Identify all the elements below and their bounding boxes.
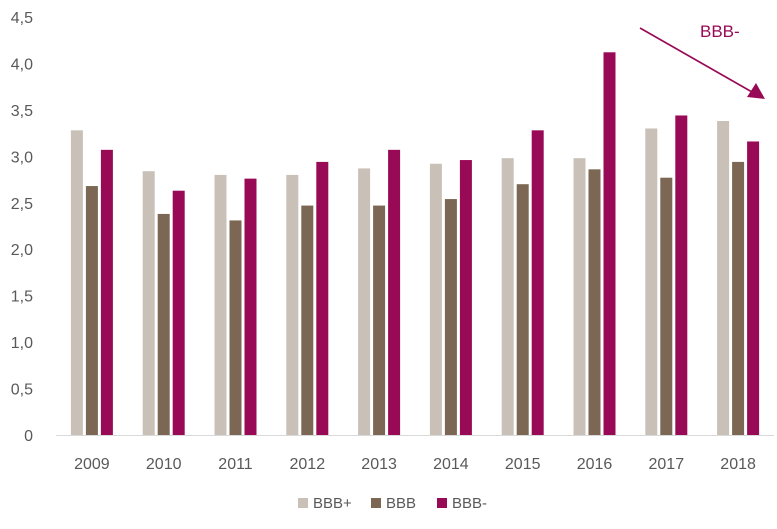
y-tick-label: 1,5 (11, 289, 33, 306)
bar-bbb-minus-2010 (172, 190, 185, 435)
legend-label: BBB- (452, 495, 487, 512)
bar-bbb-minus-2012 (316, 161, 329, 435)
bar-bbb-plus-2013 (358, 168, 371, 436)
annotation-arrow-line (639, 27, 753, 93)
legend-swatch (298, 498, 308, 508)
x-tick-label: 2015 (505, 456, 541, 473)
x-tick-label: 2017 (649, 456, 685, 473)
x-tick-label: 2010 (146, 456, 182, 473)
y-tick-label: 3,5 (11, 103, 33, 120)
bar-bbb-minus-2016 (603, 52, 616, 435)
legend: BBB+ BBB BBB- (298, 495, 487, 512)
bar-bbb-2016 (588, 169, 601, 436)
y-tick-label: 2,0 (11, 242, 33, 259)
bar-bbb-2010 (157, 213, 170, 435)
x-tick-label: 2013 (361, 456, 397, 473)
bar-bbb-minus-2013 (388, 149, 401, 435)
bar-bbb-plus-2010 (142, 171, 155, 435)
bars (70, 52, 760, 436)
bar-bbb-2018 (732, 161, 745, 435)
bar-bbb-2009 (85, 186, 98, 435)
bar-bbb-minus-2009 (100, 149, 113, 435)
x-tick-label: 2016 (577, 456, 613, 473)
bar-bbb-plus-2014 (429, 163, 442, 435)
y-tick-label: 0 (24, 428, 33, 445)
bar-bbb-2013 (373, 205, 386, 435)
y-tick-label: 4,5 (11, 10, 33, 27)
legend-label: BBB (386, 495, 416, 512)
annotation: BBB- (639, 22, 765, 99)
y-tick-label: 2,5 (11, 196, 33, 213)
y-tick-label: 3,0 (11, 149, 33, 166)
x-tick-label: 2011 (218, 456, 253, 473)
x-tick-label: 2014 (433, 456, 469, 473)
bar-bbb-2014 (444, 199, 457, 435)
bar-bbb-plus-2015 (501, 158, 514, 436)
x-tick-label: 2018 (720, 456, 756, 473)
bar-bbb-plus-2017 (645, 128, 658, 435)
x-tick-label: 2012 (290, 456, 326, 473)
bar-bbb-minus-2011 (244, 178, 257, 436)
bar-bbb-2015 (516, 184, 529, 435)
bar-bbb-minus-2018 (747, 141, 760, 435)
bar-bbb-minus-2015 (531, 130, 544, 435)
bar-bbb-minus-2014 (459, 160, 472, 435)
y-tick-label: 0,5 (11, 382, 33, 399)
y-tick-label: 4,0 (11, 56, 33, 73)
annotation-label: BBB- (700, 22, 740, 41)
y-axis-labels: 0 0,5 1,0 1,5 2,0 2,5 3,0 3,5 4,0 4,5 (11, 10, 33, 445)
legend-label: BBB+ (313, 495, 352, 512)
bar-bbb-plus-2018 (717, 121, 730, 435)
bar-bbb-plus-2016 (573, 158, 586, 436)
x-tick-label: 2009 (74, 456, 110, 473)
bar-bbb-plus-2009 (70, 130, 83, 435)
legend-swatch (371, 498, 381, 508)
y-tick-label: 1,0 (11, 335, 33, 352)
annotation-arrow-head (747, 83, 765, 99)
bar-bbb-2011 (229, 220, 242, 435)
legend-swatch (437, 498, 447, 508)
bar-bbb-plus-2012 (286, 174, 299, 435)
bar-bbb-2012 (301, 205, 314, 435)
x-axis-labels: 2009 2010 2011 2012 2013 2014 2015 2016 2017 2018 (74, 456, 756, 473)
bar-bbb-minus-2017 (675, 115, 688, 435)
bar-bbb-2017 (660, 177, 673, 435)
bar-bbb-plus-2011 (214, 174, 227, 435)
